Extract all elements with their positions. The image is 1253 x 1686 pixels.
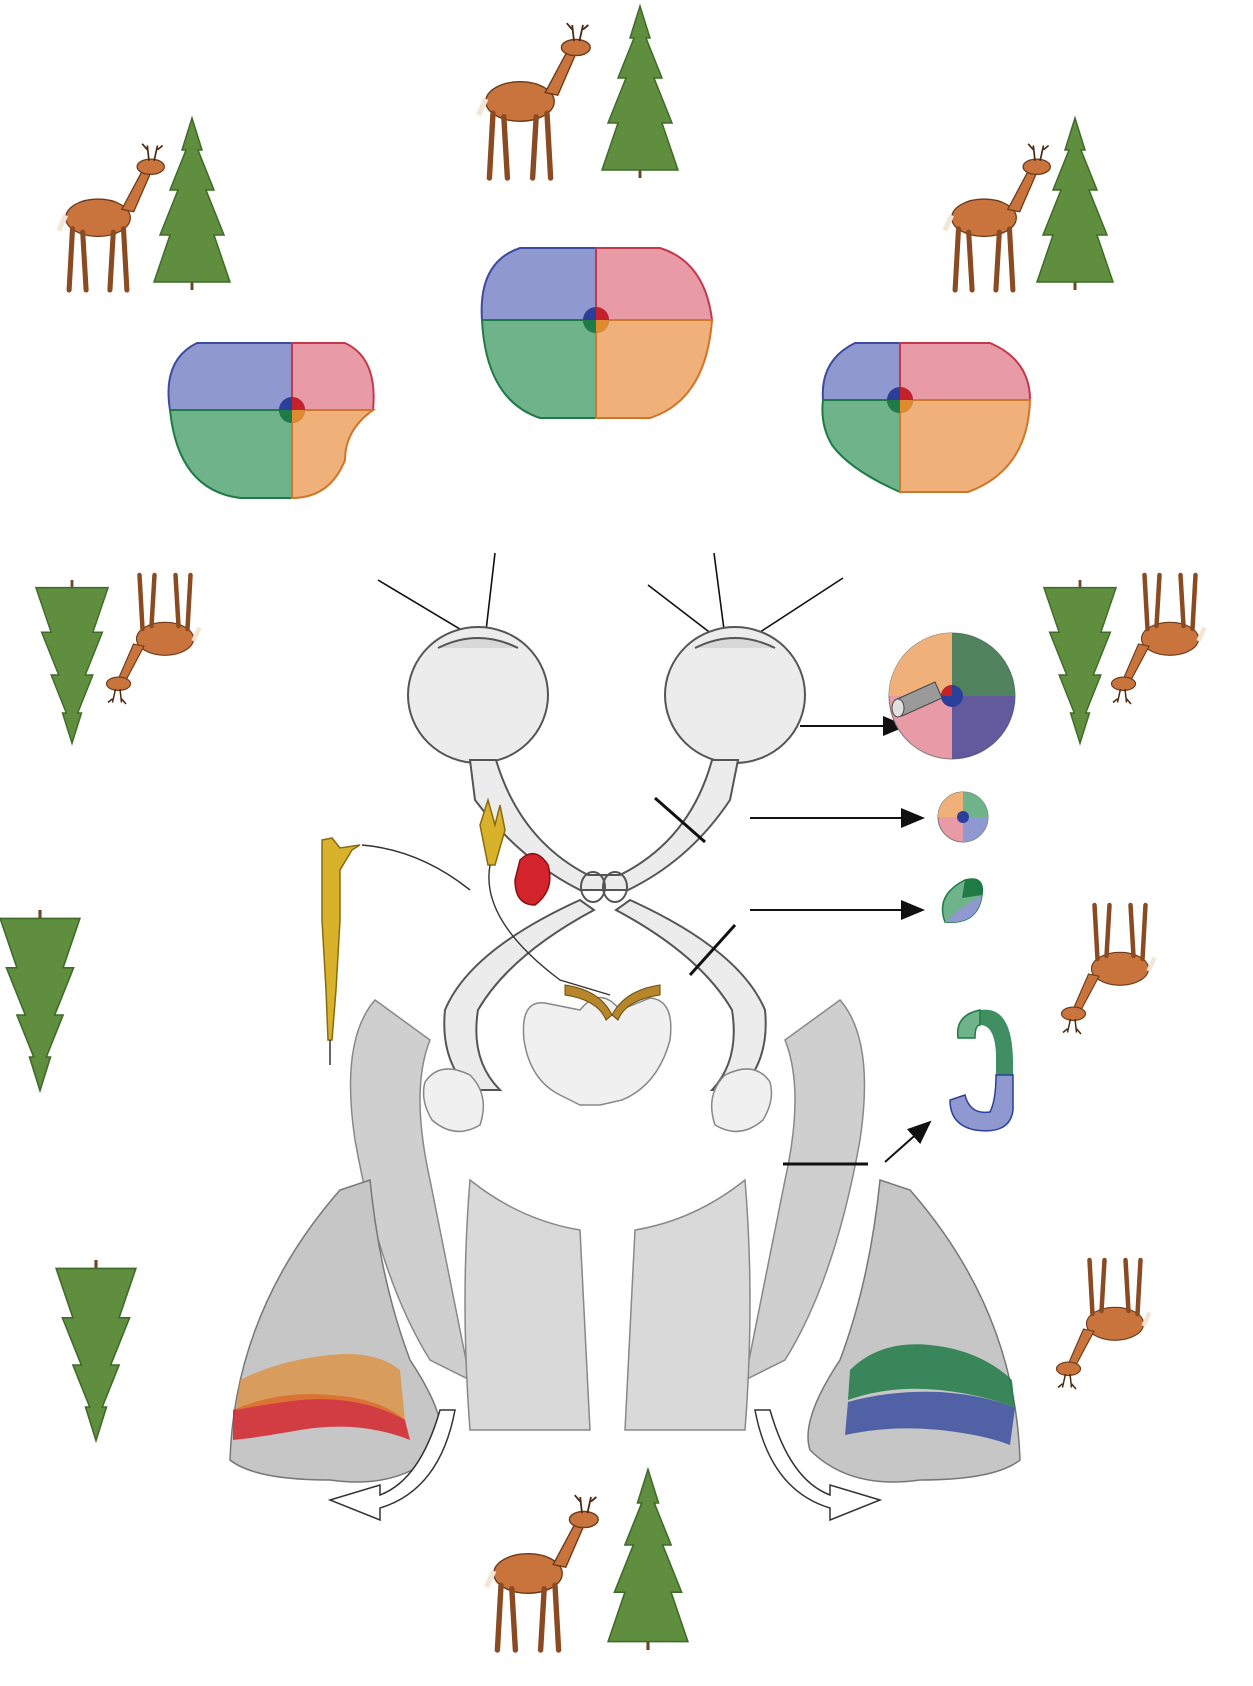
- binocular-visual-field: [480, 247, 714, 419]
- rotate-arrow-icon: [327, 1409, 456, 1522]
- arrow-icon: [750, 716, 932, 1163]
- left-lateral-geniculate: [422, 1068, 485, 1133]
- tree-icon: [0, 908, 82, 1093]
- small-field-diagram: [937, 791, 989, 843]
- deer-icon: [479, 23, 591, 178]
- tree-icon: [54, 1258, 138, 1443]
- tree-icon: [606, 1467, 690, 1652]
- optic-radiations: [349, 998, 866, 1431]
- deer-icon: [487, 1495, 599, 1650]
- left-occipital-lobe: [229, 1178, 443, 1483]
- tree-icon: [1042, 578, 1118, 745]
- tree-icon: [1035, 116, 1115, 292]
- lesion-markers: [654, 796, 868, 1166]
- tree-icon: [600, 4, 680, 180]
- midbrain: [422, 996, 773, 1133]
- right-occipital-lobe: [807, 1178, 1021, 1483]
- right-eye-visual-field: [821, 342, 1032, 494]
- retinal-quadrants-sphere: [888, 632, 1016, 760]
- tree-icon: [152, 116, 232, 292]
- retinal-neuron: [321, 797, 661, 1065]
- deer-icon: [1112, 575, 1205, 704]
- left-eye-visual-field: [167, 342, 377, 500]
- deer-icon: [1062, 905, 1155, 1034]
- deer-icon: [1057, 1260, 1150, 1389]
- deer-icon: [59, 144, 164, 290]
- right-lateral-geniculate: [710, 1068, 773, 1133]
- tree-icon: [34, 578, 110, 745]
- hemifield-diagram: [941, 878, 984, 923]
- deer-icon: [107, 575, 200, 704]
- deer-icon: [945, 144, 1050, 290]
- crescent-field-diagram: [949, 1009, 1014, 1132]
- rotate-arrow-icon: [754, 1409, 883, 1522]
